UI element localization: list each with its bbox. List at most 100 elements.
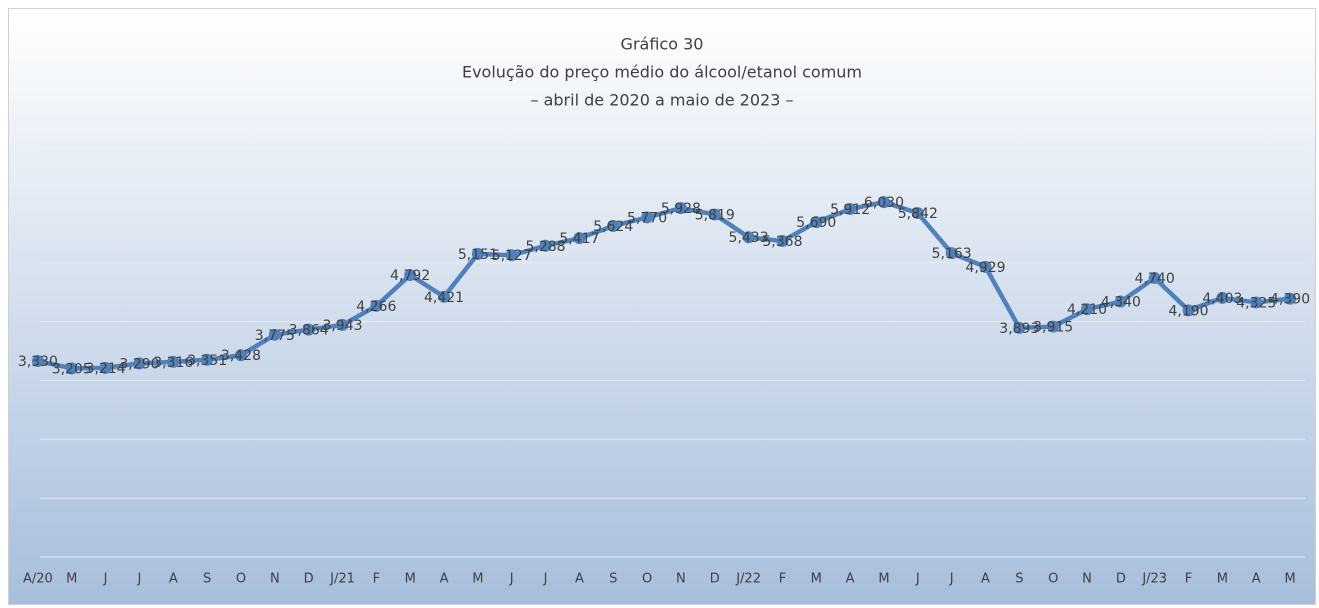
marker bbox=[1216, 291, 1229, 304]
marker bbox=[1182, 304, 1195, 317]
x-tick-label: J/22 bbox=[735, 572, 761, 587]
chart-subtitle: – abril de 2020 a maio de 2023 – bbox=[531, 91, 794, 110]
marker bbox=[674, 202, 687, 215]
data-label: 4,190 bbox=[1169, 303, 1209, 319]
x-tick-label: J bbox=[509, 572, 514, 587]
data-label: 4,929 bbox=[965, 260, 1005, 276]
data-label: 3,214 bbox=[86, 361, 126, 377]
data-label: 4,390 bbox=[1270, 292, 1310, 308]
marker bbox=[708, 208, 721, 221]
data-label: 4,421 bbox=[424, 290, 464, 306]
chart-title: Gráfico 30 bbox=[621, 35, 704, 54]
data-label: 3,943 bbox=[322, 318, 362, 334]
x-tick-label: M bbox=[472, 572, 483, 587]
x-tick-label: F bbox=[779, 572, 786, 587]
x-tick-label: A bbox=[440, 572, 449, 587]
marker bbox=[911, 207, 924, 220]
data-label: 5,127 bbox=[492, 248, 532, 264]
data-label: 3,864 bbox=[289, 323, 329, 339]
marker bbox=[877, 196, 890, 209]
x-tick-label: S bbox=[1015, 572, 1023, 587]
x-tick-label: D bbox=[1116, 572, 1126, 587]
data-label: 5,624 bbox=[593, 219, 633, 235]
x-tick-label: A/20 bbox=[23, 572, 53, 587]
data-label: 5,433 bbox=[729, 230, 769, 246]
x-tick-label: M bbox=[405, 572, 416, 587]
marker bbox=[65, 362, 78, 375]
x-tick-label: M bbox=[1284, 572, 1295, 587]
x-tick-label: J bbox=[103, 572, 108, 587]
x-tick-label: A bbox=[169, 572, 178, 587]
marker bbox=[539, 239, 552, 252]
marker bbox=[607, 219, 620, 232]
chart-subtitle: Evolução do preço médio do álcool/etanol… bbox=[462, 63, 862, 82]
x-tick-label: S bbox=[609, 572, 617, 587]
marker bbox=[370, 299, 383, 312]
x-tick-label: A bbox=[1252, 572, 1261, 587]
x-tick-label: A bbox=[846, 572, 855, 587]
x-tick-label: A bbox=[981, 572, 990, 587]
x-tick-label: O bbox=[1048, 572, 1058, 587]
x-tick-label: O bbox=[642, 572, 652, 587]
data-label: 3,330 bbox=[18, 354, 58, 370]
data-label: 5,368 bbox=[762, 234, 802, 250]
marker bbox=[438, 290, 451, 303]
x-tick-label: D bbox=[710, 572, 720, 587]
marker bbox=[742, 231, 755, 244]
marker bbox=[268, 328, 281, 341]
data-label: 4,340 bbox=[1101, 295, 1141, 311]
marker bbox=[302, 323, 315, 336]
data-label: 5,912 bbox=[830, 202, 870, 218]
data-label: 5,288 bbox=[526, 239, 566, 255]
x-tick-label: M bbox=[1217, 572, 1228, 587]
marker bbox=[1114, 295, 1127, 308]
marker bbox=[1250, 296, 1263, 309]
x-tick-label: N bbox=[676, 572, 686, 587]
data-label: 6,030 bbox=[864, 195, 904, 211]
marker bbox=[99, 361, 112, 374]
marker bbox=[844, 203, 857, 216]
data-label: 5,770 bbox=[627, 210, 667, 226]
x-tick-label: S bbox=[203, 572, 211, 587]
x-tick-label: O bbox=[236, 572, 246, 587]
data-label: 3,428 bbox=[221, 348, 261, 364]
x-tick-label: J bbox=[915, 572, 920, 587]
marker bbox=[945, 247, 958, 260]
data-label: 4,740 bbox=[1135, 271, 1175, 287]
data-label: 4,210 bbox=[1067, 302, 1107, 318]
data-label: 5,417 bbox=[559, 231, 599, 247]
x-tick-label: M bbox=[878, 572, 889, 587]
marker bbox=[167, 355, 180, 368]
data-label: 3,775 bbox=[255, 328, 295, 344]
x-tick-label: F bbox=[373, 572, 380, 587]
data-label: 4,792 bbox=[390, 268, 430, 284]
marker bbox=[234, 349, 247, 362]
marker bbox=[201, 353, 214, 366]
data-label: 5,819 bbox=[695, 208, 735, 224]
marker bbox=[641, 211, 654, 224]
x-tick-label: J/23 bbox=[1141, 572, 1167, 587]
data-label: 3,351 bbox=[187, 353, 227, 369]
data-label: 5,928 bbox=[661, 201, 701, 217]
marker bbox=[1284, 292, 1297, 305]
x-tick-label: F bbox=[1185, 572, 1192, 587]
line bbox=[37, 199, 1291, 371]
marker bbox=[1081, 303, 1094, 316]
marker bbox=[776, 235, 789, 248]
marker bbox=[31, 355, 44, 368]
data-label: 4,266 bbox=[356, 299, 396, 315]
data-label: 3,205 bbox=[52, 361, 92, 377]
data-label: 5,842 bbox=[898, 206, 938, 222]
marker bbox=[336, 318, 349, 331]
marker bbox=[1148, 272, 1161, 285]
x-tick-label: D bbox=[304, 572, 314, 587]
x-tick-label: M bbox=[811, 572, 822, 587]
marker bbox=[471, 247, 484, 260]
data-label: 4,403 bbox=[1202, 291, 1242, 307]
marker bbox=[505, 249, 518, 262]
data-label: 3,316 bbox=[153, 355, 193, 371]
marker bbox=[573, 232, 586, 245]
marker bbox=[810, 216, 823, 229]
x-tick-label: J bbox=[543, 572, 548, 587]
